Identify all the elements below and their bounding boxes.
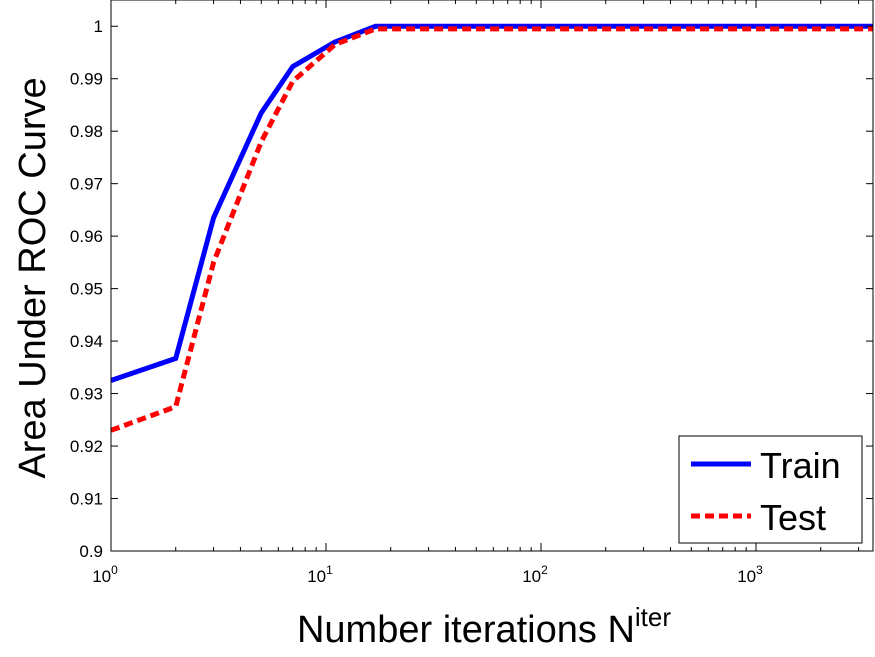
- x-tick-label: 103: [737, 563, 763, 586]
- y-tick-label: 0.9: [79, 542, 103, 561]
- legend: Train Test: [678, 435, 863, 544]
- series-layer: [110, 23, 873, 433]
- x-tick-label: 101: [307, 563, 333, 586]
- y-tick-label: 0.93: [70, 385, 103, 404]
- y-axis-label: Area Under ROC Curve: [12, 77, 54, 478]
- x-tick-label: 100: [92, 563, 118, 586]
- x-axis-label: Number iterations Niter: [297, 602, 671, 651]
- y-tick-label: 0.96: [70, 227, 103, 246]
- x-tick-label-base: 10: [307, 567, 326, 586]
- x-tick-label-exponent: 0: [111, 563, 118, 577]
- x-tick-label-base: 10: [737, 567, 756, 586]
- x-tick-label: 102: [522, 563, 548, 586]
- y-tick-labels: 0.9 0.91 0.92 0.93 0.94 0.95 0.96 0.97 0.98 0.99 1: [70, 17, 103, 561]
- x-tick-label-base: 10: [92, 567, 111, 586]
- y-tick-label: 1: [94, 17, 103, 36]
- series-line-test: [110, 26, 873, 433]
- y-tick-label: 0.95: [70, 280, 103, 299]
- x-tick-label-base: 10: [522, 567, 541, 586]
- legend-box: [678, 435, 863, 544]
- x-tick-label-exponent: 1: [326, 563, 333, 577]
- y-tick-label: 0.99: [70, 70, 103, 89]
- x-axis-label-superscript: iter: [635, 602, 671, 632]
- plot-frame: [110, 0, 874, 552]
- legend-label-train: Train: [760, 445, 841, 486]
- x-tick-label-exponent: 3: [756, 563, 763, 577]
- y-tick-label: 0.92: [70, 437, 103, 456]
- y-tick-label: 0.97: [70, 175, 103, 194]
- y-tick-label: 0.91: [70, 490, 103, 509]
- y-tick-label: 0.94: [70, 332, 103, 351]
- y-tick-label: 0.98: [70, 122, 103, 141]
- x-axis-label-main: Number iterations N: [297, 609, 635, 651]
- legend-label-test: Test: [760, 497, 826, 538]
- x-tick-label-exponent: 2: [541, 563, 548, 577]
- x-tick-labels: 100 101 102 103: [92, 563, 763, 586]
